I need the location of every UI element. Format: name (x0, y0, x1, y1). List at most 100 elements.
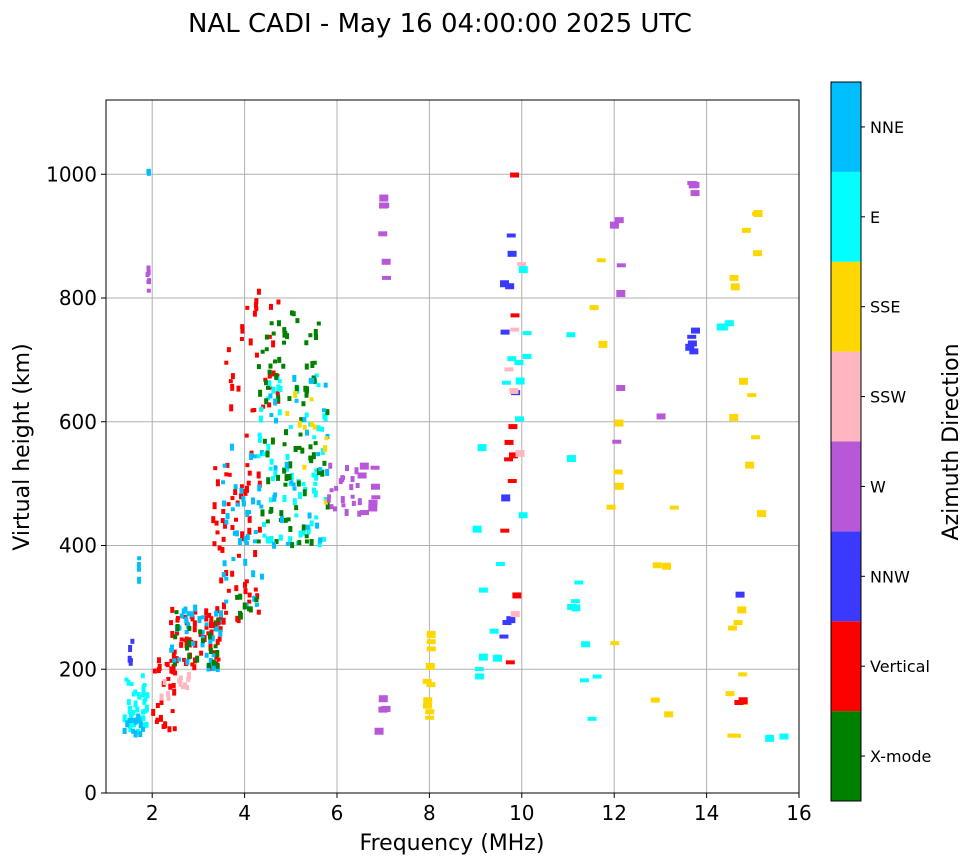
colorbar-segment (831, 621, 861, 712)
data-point (314, 334, 319, 341)
data-point (243, 588, 248, 595)
data-point (169, 647, 174, 653)
data-point (266, 443, 271, 450)
data-point (273, 465, 278, 471)
data-point (125, 720, 130, 728)
data-point (285, 453, 290, 460)
data-point (253, 302, 258, 309)
data-point (204, 624, 209, 630)
data-point (610, 641, 620, 646)
data-point (312, 435, 317, 440)
data-point (514, 360, 524, 366)
data-point (296, 480, 301, 487)
data-point (507, 250, 517, 257)
data-point (301, 528, 306, 536)
data-point (327, 494, 332, 499)
data-point (566, 455, 576, 463)
data-point (183, 638, 188, 643)
data-point (289, 480, 294, 485)
data-point (233, 484, 238, 490)
data-point (213, 644, 218, 649)
data-point (234, 530, 239, 537)
data-point (297, 540, 302, 546)
data-point (179, 637, 184, 642)
data-point (510, 313, 520, 318)
data-point (345, 465, 350, 472)
data-point (206, 664, 211, 672)
data-point (283, 482, 288, 487)
data-point (314, 473, 319, 481)
data-point (136, 564, 141, 572)
data-point (259, 504, 264, 509)
data-point (344, 508, 349, 516)
colorbar-segment (831, 711, 861, 801)
data-point (287, 396, 292, 402)
data-point (172, 688, 177, 696)
data-point (724, 320, 734, 327)
data-point (128, 726, 133, 733)
data-point (145, 692, 150, 699)
data-point (264, 334, 269, 340)
data-point (662, 562, 672, 570)
data-point (238, 610, 243, 618)
data-point (122, 714, 127, 721)
plot-frame (105, 99, 800, 794)
data-point (316, 452, 321, 457)
data-point (265, 450, 270, 458)
data-point (292, 498, 297, 506)
data-point (472, 525, 482, 533)
data-point (171, 651, 176, 659)
data-point (267, 372, 272, 379)
data-point (508, 424, 518, 430)
data-point (291, 311, 296, 317)
data-point (210, 621, 215, 626)
data-point (169, 658, 174, 663)
data-point (426, 639, 436, 645)
data-point (233, 489, 238, 496)
data-point (735, 591, 745, 598)
data-point (495, 562, 505, 567)
data-point (283, 330, 288, 336)
data-point (500, 528, 510, 533)
data-point (170, 709, 175, 714)
data-point (229, 404, 234, 412)
data-point (324, 436, 329, 441)
data-point (215, 479, 220, 487)
data-point (256, 364, 261, 370)
data-point (294, 385, 299, 392)
data-point (616, 385, 626, 392)
data-point (738, 377, 748, 385)
data-point (499, 280, 509, 288)
data-point (130, 638, 135, 644)
data-point (159, 693, 164, 701)
data-point (522, 331, 532, 336)
data-point (138, 731, 143, 738)
data-point (253, 549, 258, 557)
data-point (282, 340, 287, 345)
data-point (221, 508, 226, 514)
data-point (478, 653, 488, 661)
data-point (234, 585, 239, 592)
data-point (175, 629, 180, 636)
data-point (224, 519, 229, 525)
data-point (311, 452, 316, 460)
data-point (186, 611, 191, 617)
data-point (689, 348, 699, 355)
data-point (273, 359, 278, 364)
data-point (247, 515, 252, 523)
data-point (227, 472, 232, 477)
data-point (731, 733, 741, 738)
data-point (314, 515, 319, 520)
data-point (303, 486, 308, 491)
data-point (193, 610, 198, 615)
colorbar-frame (830, 81, 862, 802)
data-point (267, 402, 272, 408)
data-point (145, 272, 150, 278)
data-point (265, 519, 270, 524)
data-point (179, 613, 184, 619)
data-point (243, 581, 248, 588)
data-point (284, 474, 289, 482)
data-point (184, 630, 189, 635)
data-point (592, 674, 602, 679)
data-point (380, 202, 390, 208)
